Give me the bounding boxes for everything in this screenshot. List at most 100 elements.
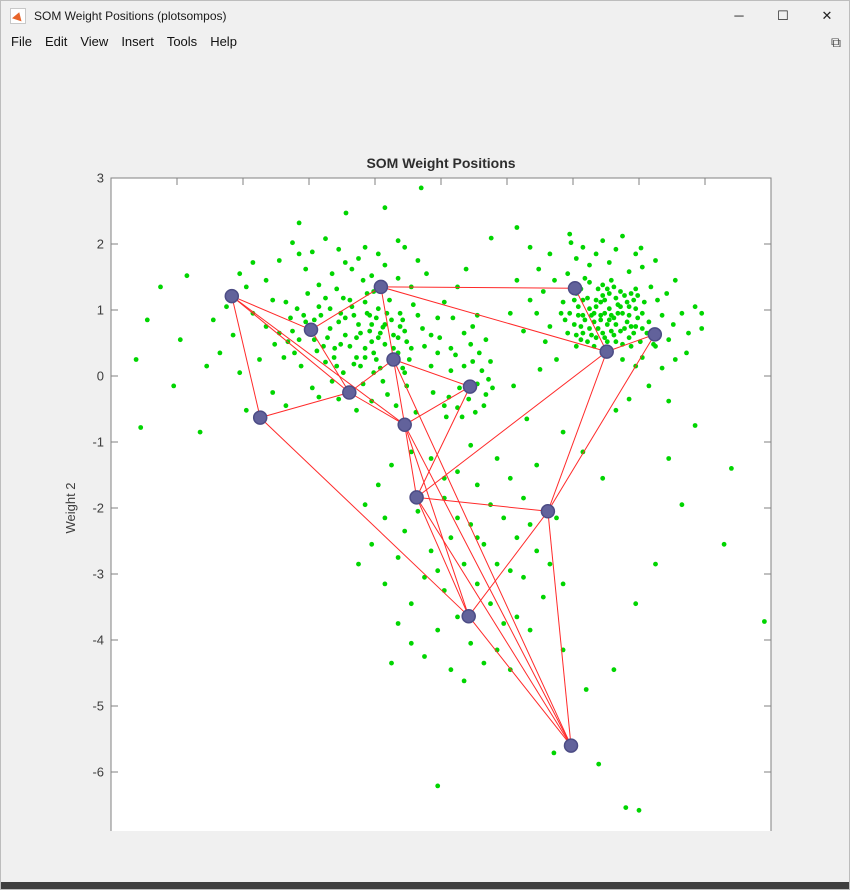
data-point: [547, 251, 553, 257]
minimize-button[interactable]: ─: [734, 8, 744, 23]
data-point: [323, 359, 328, 365]
data-point: [585, 295, 590, 301]
data-point: [362, 345, 368, 351]
som-link-line: [393, 359, 572, 746]
matlab-icon: [10, 7, 26, 24]
data-point: [455, 469, 460, 475]
data-point: [382, 262, 388, 268]
data-point: [422, 574, 427, 580]
data-point: [578, 337, 584, 343]
som-link-line: [416, 496, 548, 512]
data-point: [356, 322, 361, 327]
data-point: [334, 286, 340, 292]
data-point: [400, 365, 406, 371]
data-point: [527, 297, 533, 303]
data-point: [358, 330, 363, 336]
data-point: [626, 396, 632, 402]
data-point: [488, 235, 494, 241]
data-point: [554, 357, 559, 362]
data-point: [635, 315, 641, 321]
data-point: [524, 416, 530, 422]
menu-item-help[interactable]: Help: [210, 34, 237, 49]
data-point: [395, 238, 401, 244]
data-point: [354, 355, 359, 360]
data-point: [587, 279, 592, 285]
data-point: [560, 299, 566, 305]
data-point: [639, 326, 645, 331]
data-point: [606, 306, 612, 312]
data-point: [408, 640, 414, 646]
data-point: [552, 277, 557, 283]
data-point: [362, 502, 368, 508]
data-point: [435, 568, 441, 574]
menu-item-file[interactable]: File: [11, 34, 32, 49]
data-point: [595, 286, 601, 292]
data-point: [639, 264, 645, 270]
data-point: [622, 293, 627, 298]
data-point: [598, 317, 604, 323]
menu-item-view[interactable]: View: [80, 34, 109, 49]
data-point: [589, 332, 594, 338]
som-link-line: [231, 295, 350, 393]
data-point: [290, 240, 295, 246]
data-point: [450, 315, 456, 321]
data-point: [527, 627, 533, 633]
data-point: [331, 355, 337, 360]
data-point: [133, 357, 139, 362]
data-point: [373, 315, 379, 321]
data-point: [476, 350, 482, 356]
som-weight-node: [252, 410, 268, 425]
menu-item-insert[interactable]: Insert: [121, 34, 154, 49]
data-point: [441, 299, 447, 305]
menu-item-tools[interactable]: Tools: [166, 34, 198, 49]
data-point: [604, 322, 610, 327]
data-point: [334, 363, 340, 369]
data-point: [540, 594, 546, 600]
data-point: [296, 220, 302, 226]
data-point: [389, 462, 394, 468]
data-point: [481, 541, 487, 547]
data-point: [537, 367, 543, 372]
data-point: [692, 304, 698, 310]
som-link-line: [468, 615, 572, 746]
data-point: [611, 284, 617, 290]
data-point: [527, 522, 533, 527]
data-point: [659, 312, 665, 318]
data-point: [611, 332, 617, 338]
som-link-line: [260, 392, 350, 419]
data-point: [435, 350, 441, 356]
data-point: [428, 363, 434, 369]
som-weight-node: [397, 417, 412, 433]
close-button[interactable]: ✕: [821, 7, 833, 23]
data-point: [468, 442, 474, 448]
maximize-button[interactable]: ☐: [777, 7, 789, 23]
data-point: [296, 251, 302, 257]
menu-item-edit[interactable]: Edit: [44, 34, 68, 49]
data-point: [377, 365, 383, 371]
data-point: [358, 363, 363, 369]
data-point: [488, 601, 493, 607]
data-point: [729, 466, 734, 471]
data-point: [591, 310, 597, 316]
data-point: [354, 407, 359, 413]
data-point: [342, 260, 348, 265]
som-weight-node: [386, 352, 401, 367]
data-point: [624, 319, 630, 325]
data-point: [263, 277, 269, 283]
som-link-line: [349, 392, 405, 426]
data-point: [571, 297, 577, 303]
data-point: [318, 312, 324, 318]
data-point: [391, 345, 396, 351]
som-weight-node: [599, 344, 614, 359]
data-point: [356, 256, 361, 261]
data-point: [332, 345, 338, 351]
data-point: [459, 414, 465, 420]
data-point: [488, 502, 493, 508]
y-tick-label: 3: [97, 171, 104, 186]
data-point: [721, 541, 727, 547]
dock-figure-icon[interactable]: ⧉: [831, 33, 841, 50]
data-point: [488, 359, 493, 364]
data-point: [354, 335, 359, 341]
data-point: [362, 299, 368, 305]
